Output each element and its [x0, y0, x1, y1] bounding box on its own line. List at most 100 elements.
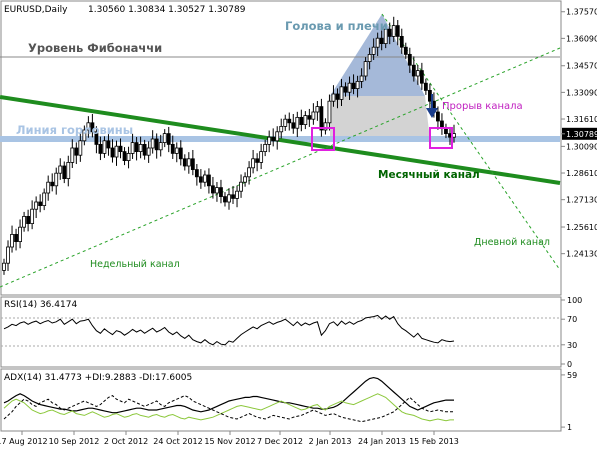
candle-body	[90, 122, 95, 133]
adx-title: ADX(14) 31.4773 +DI:9.2883 -DI:17.6005	[4, 373, 192, 383]
candle-body	[267, 136, 272, 145]
rsi-tick-label: 100	[567, 296, 582, 305]
candle-body	[146, 147, 151, 156]
ohlc-label: 1.30560 1.30834 1.30527 1.30789	[88, 5, 246, 15]
candle-body	[2, 262, 6, 271]
annotation-daily-channel: Дневной канал	[474, 237, 550, 248]
annotation-head-shoulders: Голова и плечи	[285, 19, 388, 33]
candle-body	[94, 131, 99, 145]
candle-body	[30, 208, 35, 224]
candle-body	[415, 70, 420, 77]
candle-body	[86, 122, 91, 131]
candle-body	[375, 37, 380, 48]
candle-body	[255, 158, 260, 163]
candle-body	[22, 215, 26, 228]
rsi-tick-label: 0	[567, 360, 572, 369]
candle-body	[251, 158, 256, 169]
current-price-box	[562, 127, 597, 140]
price-panel-frame	[0, 0, 562, 296]
candle-body	[46, 181, 51, 194]
candle-body	[42, 192, 47, 206]
candle-body	[367, 54, 372, 63]
time-tick-label: 2 Jan 2013	[309, 437, 352, 446]
candle-body	[154, 138, 159, 151]
candle-body	[6, 246, 10, 264]
candle-body	[74, 147, 79, 156]
annotation-fibonacci: Уровень Фибоначчи	[28, 41, 162, 55]
candle-body	[423, 82, 428, 91]
candle-body	[202, 174, 207, 183]
minus-di-line	[3, 395, 454, 423]
candle-body	[311, 111, 316, 120]
rsi-tick-label: 30	[567, 341, 577, 350]
rsi-axis: 100 70 30 0	[561, 296, 582, 369]
price-tick-label: 1.30789	[566, 130, 597, 139]
candle-body	[166, 133, 171, 145]
plus-di-line	[3, 393, 454, 422]
candle-body	[219, 187, 223, 198]
candle-body	[259, 151, 264, 163]
price-axis: 1.37570 1.36090 1.34570 1.33090 1.31610 1.307…	[561, 8, 597, 259]
rsi-tick-label: 70	[567, 315, 577, 324]
candle-body	[303, 115, 308, 125]
candle-body	[38, 201, 43, 206]
rsi-panel: RSI(14) 36.4174 100 70 30 0	[0, 296, 582, 369]
rsi-line	[3, 314, 455, 346]
candle-body	[26, 215, 31, 224]
candle-body	[275, 131, 280, 142]
price-tick-label: 1.24130	[566, 250, 597, 259]
adx-tick-label: 1	[567, 423, 572, 432]
candle-body	[395, 25, 400, 37]
candle-body	[343, 86, 348, 93]
candles-group	[2, 16, 456, 275]
rsi-title: RSI(14) 36.4174	[4, 300, 77, 310]
candle-body	[436, 111, 440, 122]
time-tick-label: 7 Dec 2012	[257, 437, 303, 446]
candle-body	[14, 233, 18, 242]
annotation-breakout: Прорыв канала	[442, 101, 523, 112]
candle-body	[130, 142, 135, 154]
candle-body	[319, 106, 324, 131]
candle-body	[207, 174, 211, 187]
candle-body	[247, 167, 251, 178]
candle-body	[158, 142, 163, 151]
annotation-weekly-channel: Недельный канал	[90, 259, 180, 270]
candle-body	[359, 75, 364, 82]
candle-body	[66, 161, 71, 179]
price-tick-label: 1.33090	[566, 88, 597, 97]
candle-body	[134, 142, 139, 153]
adx-axis: 59 1	[561, 371, 577, 432]
candle-body	[399, 36, 404, 48]
price-tick-label: 1.36090	[566, 34, 597, 43]
candle-body	[227, 194, 231, 203]
candle-body	[263, 143, 268, 152]
neckline-zone-fill	[330, 96, 430, 140]
candle-body	[331, 93, 336, 102]
candle-body	[78, 140, 83, 156]
candle-body	[327, 100, 332, 124]
candle-body	[34, 201, 39, 210]
breakout-box	[429, 127, 453, 149]
candle-body	[351, 82, 356, 89]
candle-body	[391, 25, 396, 37]
candle-body	[190, 158, 195, 171]
candle-body	[18, 226, 22, 242]
candle-body	[110, 147, 115, 158]
candle-body	[215, 187, 219, 194]
adx-panel: ADX(14) 31.4773 +DI:9.2883 -DI:17.6005 5…	[0, 368, 577, 432]
candle-body	[407, 54, 412, 66]
candle-body	[335, 93, 340, 100]
candle-body	[427, 90, 432, 102]
candle-body	[299, 117, 304, 126]
adx-line	[3, 376, 454, 414]
price-tick-label: 1.30090	[566, 142, 597, 151]
candle-body	[142, 143, 147, 156]
candle-body	[82, 129, 87, 142]
candle-body	[307, 115, 312, 120]
price-tick-label: 1.27130	[566, 196, 597, 205]
candle-body	[371, 46, 376, 55]
rsi-panel-frame	[0, 296, 562, 368]
candle-body	[54, 172, 59, 187]
annotation-monthly-channel: Месячный канал	[378, 169, 480, 181]
